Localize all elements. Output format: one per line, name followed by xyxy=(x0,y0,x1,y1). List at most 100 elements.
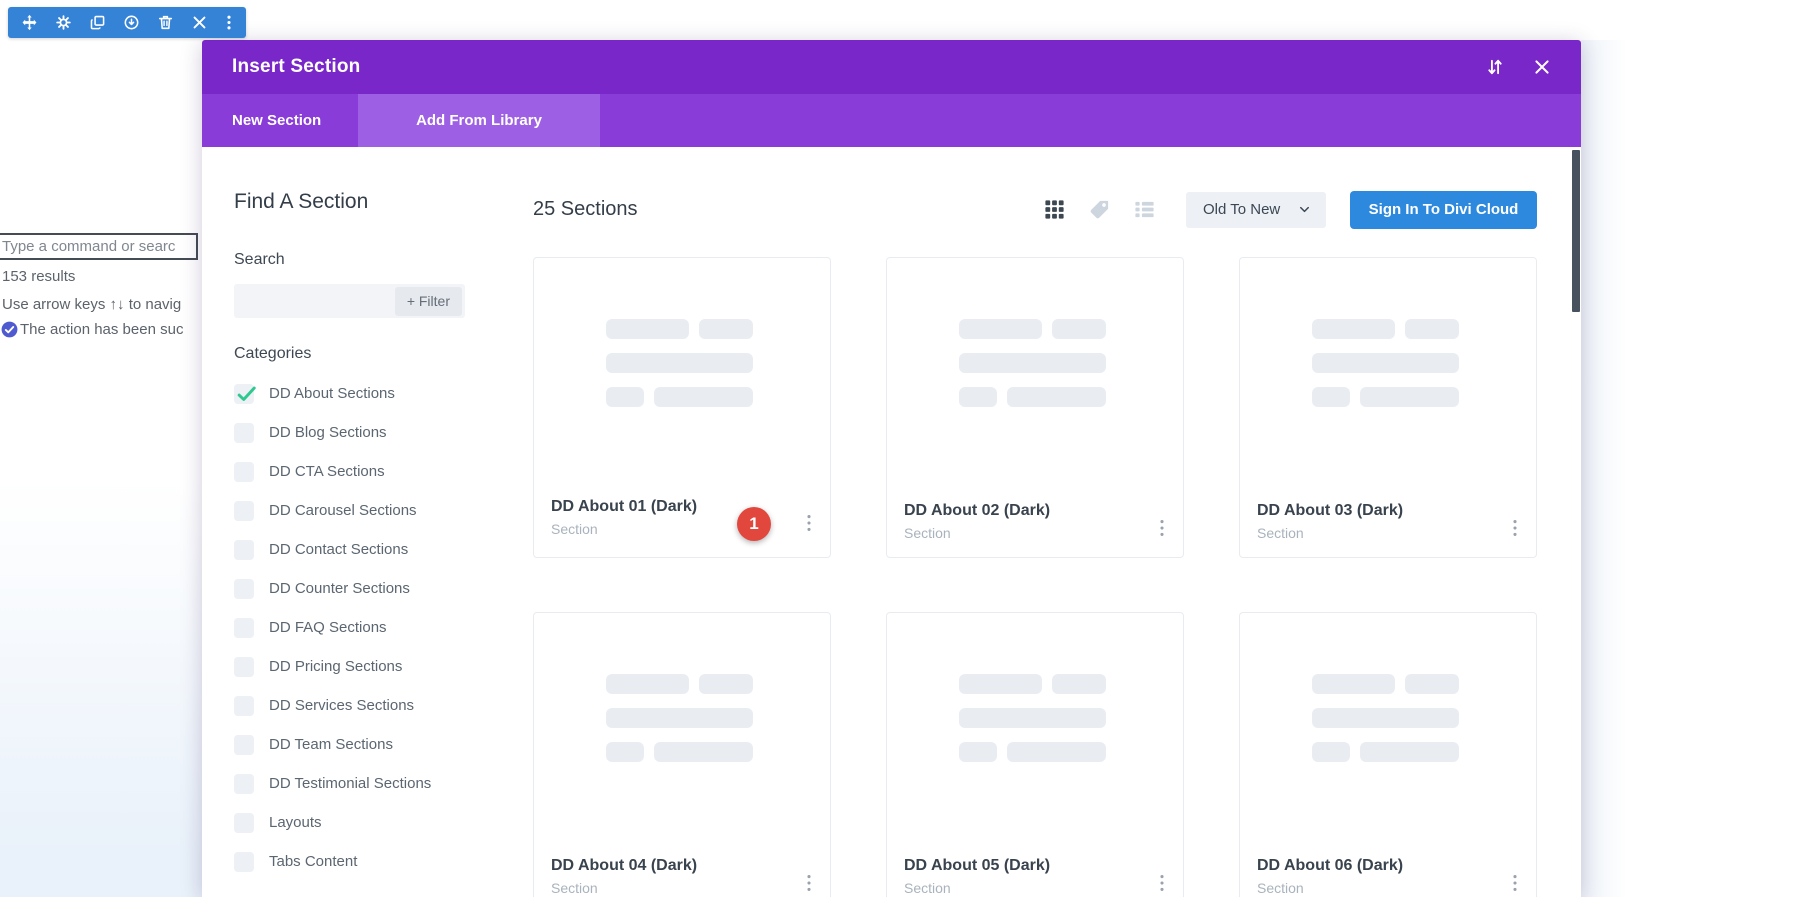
category-tabs-content[interactable]: Tabs Content xyxy=(234,842,465,881)
close-icon[interactable] xyxy=(191,14,208,31)
category-dd-blog[interactable]: DD Blog Sections xyxy=(234,413,465,452)
settings-icon[interactable] xyxy=(55,14,72,31)
section-thumbnail xyxy=(959,319,1106,407)
category-label: DD Testimonial Sections xyxy=(269,775,432,792)
card-type-label: Section xyxy=(904,525,951,541)
filter-button[interactable]: + Filter xyxy=(394,286,462,316)
library-sidebar: Find A Section Search + Filter Categorie… xyxy=(234,190,465,897)
category-dd-team[interactable]: DD Team Sections xyxy=(234,725,465,764)
tag-view-icon[interactable] xyxy=(1088,198,1111,221)
checkbox[interactable] xyxy=(234,383,256,404)
card-options-icon[interactable] xyxy=(801,512,817,534)
keyboard-hint: Use arrow keys ↑↓ to navig xyxy=(2,296,182,313)
checkbox[interactable] xyxy=(234,773,254,794)
category-dd-carousel[interactable]: DD Carousel Sections xyxy=(234,491,465,530)
category-dd-about[interactable]: DD About Sections xyxy=(234,374,465,413)
category-label: DD Contact Sections xyxy=(269,541,409,558)
sections-count: 25 Sections xyxy=(533,198,638,220)
duplicate-icon[interactable] xyxy=(89,14,106,31)
tab-add-from-library[interactable]: Add From Library xyxy=(358,94,600,147)
checkbox[interactable] xyxy=(234,539,254,560)
category-label: DD Counter Sections xyxy=(269,580,410,597)
section-card-dd-about-01[interactable]: DD About 01 (Dark) Section 1 xyxy=(533,257,831,558)
card-options-icon[interactable] xyxy=(1507,517,1523,539)
notification-badge: 1 xyxy=(737,507,771,541)
card-options-icon[interactable] xyxy=(1154,872,1170,894)
checkbox[interactable] xyxy=(234,812,254,833)
sections-grid: DD About 01 (Dark) Section 1 xyxy=(533,257,1537,897)
category-dd-services[interactable]: DD Services Sections xyxy=(234,686,465,725)
sort-dropdown[interactable]: Old To New xyxy=(1186,191,1326,228)
checkbox[interactable] xyxy=(234,695,254,716)
sidebar-heading: Find A Section xyxy=(234,190,369,213)
section-search-input[interactable] xyxy=(242,293,395,309)
success-notice: The action has been suc xyxy=(0,320,202,339)
modal-tabs: New Section Add From Library xyxy=(202,94,1581,147)
tab-new-section[interactable]: New Section xyxy=(232,112,322,129)
module-toolbar xyxy=(8,7,246,38)
section-card-dd-about-05[interactable]: DD About 05 (Dark) Section xyxy=(886,612,1184,897)
checkbox[interactable] xyxy=(234,461,254,482)
sort-direction-icon[interactable] xyxy=(1485,57,1505,77)
list-view-icon[interactable] xyxy=(1133,198,1156,221)
checkbox[interactable] xyxy=(234,617,254,638)
section-card-dd-about-02[interactable]: DD About 02 (Dark) Section xyxy=(886,257,1184,558)
success-check-icon xyxy=(1,321,18,338)
card-type-label: Section xyxy=(1257,525,1304,541)
card-title: DD About 03 (Dark) xyxy=(1257,502,1404,519)
category-dd-contact[interactable]: DD Contact Sections xyxy=(234,530,465,569)
checkbox[interactable] xyxy=(234,734,254,755)
category-dd-counter[interactable]: DD Counter Sections xyxy=(234,569,465,608)
checkbox[interactable] xyxy=(234,500,254,521)
card-title: DD About 02 (Dark) xyxy=(904,502,1051,519)
checkbox[interactable] xyxy=(234,578,254,599)
category-label: DD Blog Sections xyxy=(269,424,387,441)
category-label: DD CTA Sections xyxy=(269,463,385,480)
modal-close-icon[interactable] xyxy=(1533,58,1551,76)
category-layouts[interactable]: Layouts xyxy=(234,803,465,842)
checkbox[interactable] xyxy=(234,851,254,872)
results-count: 153 results xyxy=(2,268,76,285)
category-label: DD About Sections xyxy=(269,385,395,402)
section-thumbnail xyxy=(606,674,753,762)
card-type-label: Section xyxy=(551,520,598,537)
checkbox[interactable] xyxy=(234,422,254,443)
checkbox[interactable] xyxy=(234,656,254,677)
sign-in-divi-cloud-button[interactable]: Sign In To Divi Cloud xyxy=(1350,190,1537,229)
sort-dropdown-value: Old To New xyxy=(1203,201,1281,218)
command-search-input[interactable] xyxy=(0,233,198,260)
modal-header: Insert Section xyxy=(202,40,1581,94)
category-dd-pricing[interactable]: DD Pricing Sections xyxy=(234,647,465,686)
background-gradient-right xyxy=(1581,40,1627,897)
section-thumbnail xyxy=(1312,319,1459,407)
category-dd-testimonial[interactable]: DD Testimonial Sections xyxy=(234,764,465,803)
card-type-label: Section xyxy=(1257,880,1304,896)
save-icon[interactable] xyxy=(123,14,140,31)
card-options-icon[interactable] xyxy=(1507,872,1523,894)
more-icon[interactable] xyxy=(225,14,233,31)
card-options-icon[interactable] xyxy=(801,872,817,894)
category-dd-faq[interactable]: DD FAQ Sections xyxy=(234,608,465,647)
insert-section-modal: Insert Section New Section Add From Libr… xyxy=(202,40,1581,897)
check-icon xyxy=(237,386,256,401)
search-row: + Filter xyxy=(234,284,465,318)
success-notice-text: The action has been suc xyxy=(20,321,184,338)
library-content: 25 Sections xyxy=(533,190,1537,897)
section-card-dd-about-04[interactable]: DD About 04 (Dark) Section xyxy=(533,612,831,897)
card-type-label: Section xyxy=(551,880,598,896)
section-thumbnail xyxy=(1312,674,1459,762)
card-options-icon[interactable] xyxy=(1154,517,1170,539)
category-dd-cta[interactable]: DD CTA Sections xyxy=(234,452,465,491)
category-label: DD Pricing Sections xyxy=(269,658,403,675)
delete-icon[interactable] xyxy=(157,14,174,31)
content-header: 25 Sections xyxy=(533,190,1537,229)
section-card-dd-about-06[interactable]: DD About 06 (Dark) Section xyxy=(1239,612,1537,897)
move-icon[interactable] xyxy=(21,14,38,31)
modal-body: Find A Section Search + Filter Categorie… xyxy=(202,147,1581,897)
background-gradient-left xyxy=(0,480,202,897)
modal-scrollbar[interactable] xyxy=(1572,150,1580,312)
grid-view-icon[interactable] xyxy=(1043,198,1066,221)
category-label: Layouts xyxy=(269,814,322,831)
section-card-dd-about-03[interactable]: DD About 03 (Dark) Section xyxy=(1239,257,1537,558)
